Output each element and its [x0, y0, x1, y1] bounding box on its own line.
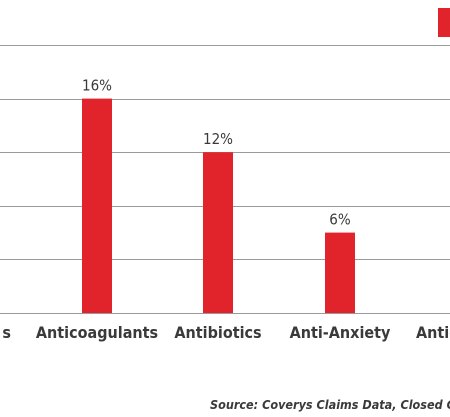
- data-label: 12%: [203, 130, 233, 148]
- bars: [82, 98, 355, 313]
- data-labels: 16% 12% 6%: [82, 77, 351, 229]
- x-tick-label: Antibiotics: [174, 323, 261, 342]
- bar: [325, 232, 355, 313]
- x-tick-label: Anti-Anxiety: [290, 323, 391, 342]
- legend-swatch: [438, 8, 450, 37]
- bar: [203, 152, 233, 313]
- x-tick-label: Anticoagulants: [36, 323, 158, 342]
- x-tick-labels: s Anticoagulants Antibiotics Anti-Anxiety An…: [2, 323, 450, 342]
- data-label: 6%: [329, 211, 351, 229]
- bar: [82, 98, 112, 313]
- x-tick-label: s: [2, 323, 11, 342]
- x-tick-label: Antic: [416, 323, 450, 342]
- data-label: 16%: [82, 77, 112, 95]
- source-note: Source: Coverys Claims Data, Closed Cl: [210, 397, 450, 412]
